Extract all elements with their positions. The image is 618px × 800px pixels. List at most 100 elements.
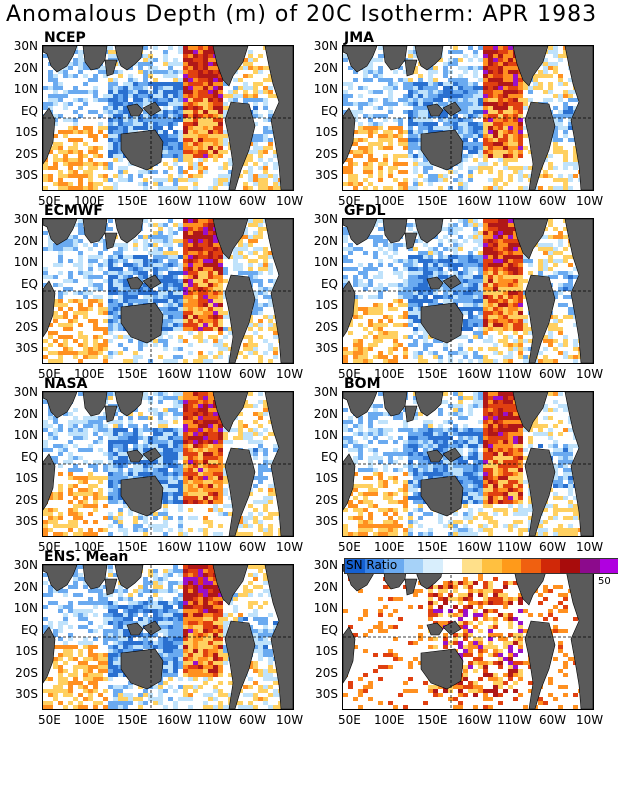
anomaly-cell bbox=[193, 94, 198, 98]
anomaly-cell bbox=[183, 62, 188, 66]
anomaly-cell bbox=[233, 90, 238, 94]
anomaly-cell bbox=[158, 82, 163, 86]
anomaly-cell bbox=[253, 239, 258, 243]
anomaly-cell bbox=[573, 146, 578, 150]
anomaly-cell bbox=[188, 327, 193, 331]
anomaly-cell bbox=[68, 170, 73, 174]
anomaly-cell bbox=[453, 94, 458, 98]
anomaly-cell bbox=[413, 54, 418, 58]
anomaly-cell bbox=[423, 335, 428, 339]
anomaly-cell bbox=[78, 178, 83, 182]
anomaly-cell bbox=[58, 291, 63, 295]
anomaly-cell bbox=[188, 259, 193, 263]
anomaly-cell bbox=[173, 142, 178, 146]
anomaly-cell bbox=[513, 110, 518, 114]
anomaly-cell bbox=[98, 267, 103, 271]
anomaly-cell bbox=[118, 90, 123, 94]
anomaly-cell bbox=[238, 351, 243, 355]
anomaly-cell bbox=[188, 351, 193, 355]
anomaly-cell bbox=[208, 259, 213, 263]
anomaly-cell bbox=[523, 98, 528, 102]
anomaly-cell bbox=[483, 94, 488, 98]
anomaly-cell bbox=[468, 130, 473, 134]
lat-tick-label: 30S bbox=[15, 168, 38, 182]
anomaly-cell bbox=[378, 166, 383, 170]
anomaly-cell bbox=[188, 174, 193, 178]
anomaly-cell bbox=[88, 267, 93, 271]
anomaly-cell bbox=[223, 315, 228, 319]
anomaly-cell bbox=[408, 275, 413, 279]
anomaly-cell bbox=[563, 102, 568, 106]
anomaly-cell bbox=[198, 247, 203, 251]
anomaly-cell bbox=[263, 86, 268, 90]
anomaly-cell bbox=[108, 299, 113, 303]
anomaly-cell bbox=[178, 299, 183, 303]
anomaly-cell bbox=[53, 114, 58, 118]
anomaly-cell bbox=[418, 279, 423, 283]
anomaly-cell bbox=[503, 223, 508, 227]
anomaly-cell bbox=[563, 287, 568, 291]
anomaly-cell bbox=[448, 90, 453, 94]
anomaly-cell bbox=[178, 303, 183, 307]
anomaly-cell bbox=[198, 335, 203, 339]
anomaly-cell bbox=[108, 255, 113, 259]
anomaly-cell bbox=[148, 416, 153, 420]
anomaly-cell bbox=[93, 138, 98, 142]
anomaly-cell bbox=[393, 359, 398, 363]
figure-title: Anomalous Depth (m) of 20C Isotherm: APR… bbox=[6, 2, 598, 27]
anomaly-cell bbox=[558, 343, 563, 347]
anomaly-cell bbox=[483, 50, 488, 54]
anomaly-cell bbox=[68, 319, 73, 323]
anomaly-cell bbox=[98, 162, 103, 166]
anomaly-cell bbox=[553, 138, 558, 142]
anomaly-cell bbox=[343, 247, 348, 251]
anomaly-cell bbox=[178, 295, 183, 299]
anomaly-cell bbox=[68, 74, 73, 78]
anomaly-cell bbox=[378, 122, 383, 126]
anomaly-cell bbox=[363, 355, 368, 359]
anomaly-cell bbox=[163, 279, 168, 283]
anomaly-cell bbox=[218, 323, 223, 327]
anomaly-cell bbox=[458, 58, 463, 62]
anomaly-cell bbox=[348, 267, 353, 271]
anomaly-cell bbox=[113, 271, 118, 275]
anomaly-cell bbox=[418, 86, 423, 90]
anomaly-cell bbox=[483, 311, 488, 315]
anomaly-cell bbox=[273, 150, 278, 154]
anomaly-cell bbox=[183, 400, 188, 404]
anomaly-cell bbox=[108, 90, 113, 94]
anomaly-cell bbox=[53, 118, 58, 122]
anomaly-cell bbox=[433, 339, 438, 343]
anomaly-cell bbox=[63, 303, 68, 307]
anomaly-cell bbox=[503, 251, 508, 255]
anomaly-cell bbox=[193, 142, 198, 146]
anomaly-cell bbox=[258, 219, 263, 223]
anomaly-cell bbox=[428, 291, 433, 295]
anomaly-cell bbox=[408, 291, 413, 295]
anomaly-cell bbox=[448, 126, 453, 130]
lat-tick-label: 20S bbox=[315, 146, 338, 161]
anomaly-cell bbox=[563, 82, 568, 86]
anomaly-cell bbox=[368, 154, 373, 158]
anomaly-cell bbox=[513, 90, 518, 94]
anomaly-cell bbox=[393, 339, 398, 343]
anomaly-cell bbox=[198, 231, 203, 235]
anomaly-cell bbox=[163, 275, 168, 279]
anomaly-cell bbox=[443, 263, 448, 267]
anomaly-cell bbox=[183, 271, 188, 275]
anomaly-cell bbox=[398, 142, 403, 146]
anomaly-cell bbox=[248, 178, 253, 182]
anomaly-cell bbox=[413, 94, 418, 98]
anomaly-cell bbox=[553, 146, 558, 150]
anomaly-cell bbox=[163, 255, 168, 259]
anomaly-cell bbox=[198, 70, 203, 74]
anomaly-cell bbox=[468, 126, 473, 130]
anomaly-cell bbox=[138, 94, 143, 98]
anomaly-cell bbox=[48, 331, 53, 335]
anomaly-cell bbox=[488, 94, 493, 98]
anomaly-cell bbox=[93, 146, 98, 150]
anomaly-cell bbox=[53, 331, 58, 335]
anomaly-cell bbox=[433, 291, 438, 295]
anomaly-cell bbox=[253, 311, 258, 315]
anomaly-cell bbox=[393, 82, 398, 86]
